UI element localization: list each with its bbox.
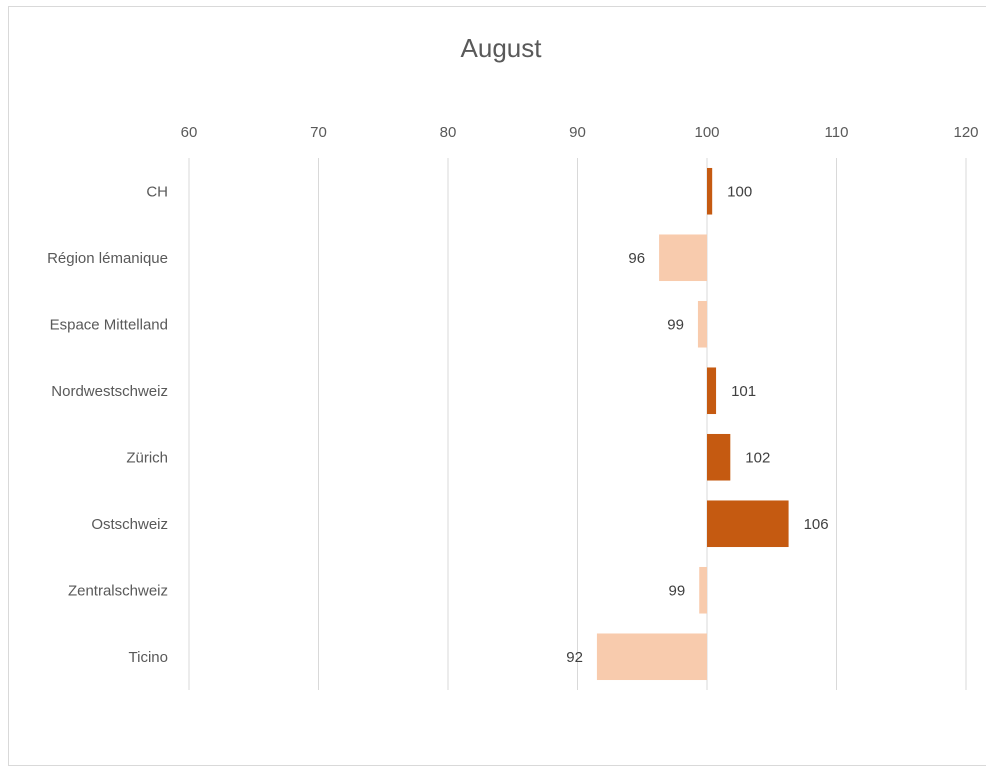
- x-tick-label: 70: [310, 124, 327, 141]
- data-label: 92: [566, 649, 583, 666]
- bar-3: [707, 367, 717, 415]
- bar-0: [707, 167, 713, 215]
- data-label: 102: [745, 449, 770, 466]
- x-tick-label: 110: [825, 124, 849, 141]
- bar-7: [596, 633, 707, 681]
- x-tick-label: 80: [440, 124, 457, 141]
- category-labels: CH Région lémanique Espace Mittelland Nordw…: [47, 183, 168, 666]
- chart-frame: [8, 6, 986, 766]
- category-label: Zürich: [126, 449, 168, 466]
- data-label: 101: [731, 383, 756, 400]
- data-labels: 100 96 99 101 102 106 99 92: [566, 183, 828, 666]
- data-label: 106: [804, 516, 829, 533]
- x-axis-tick-labels: 60 70 80 90 100 110 120: [181, 124, 979, 141]
- chart-canvas: August 60 70 80 90 100 110 120 CH Région lémani…: [47, 33, 979, 690]
- data-label: 99: [669, 582, 686, 599]
- x-tick-label: 120: [953, 124, 978, 141]
- category-label: CH: [146, 183, 168, 200]
- bar-1: [659, 234, 707, 282]
- x-tick-label: 100: [694, 124, 719, 141]
- data-label: 96: [628, 250, 645, 267]
- bar-5: [707, 500, 789, 548]
- category-label: Nordwestschweiz: [51, 383, 168, 400]
- bar-4: [707, 433, 731, 481]
- category-label: Région lémanique: [47, 250, 168, 267]
- data-label: 100: [727, 183, 752, 200]
- data-label: 99: [667, 316, 684, 333]
- category-label: Espace Mittelland: [50, 316, 168, 333]
- category-label: Zentralschweiz: [68, 582, 168, 599]
- gridlines: [188, 158, 967, 690]
- bar-2: [697, 300, 707, 348]
- category-label: Ostschweiz: [91, 516, 168, 533]
- bar-6: [699, 566, 707, 614]
- chart-title: August: [461, 33, 543, 63]
- x-tick-label: 60: [181, 124, 198, 141]
- x-tick-label: 90: [569, 124, 586, 141]
- bars: [596, 167, 789, 681]
- category-label: Ticino: [129, 649, 168, 666]
